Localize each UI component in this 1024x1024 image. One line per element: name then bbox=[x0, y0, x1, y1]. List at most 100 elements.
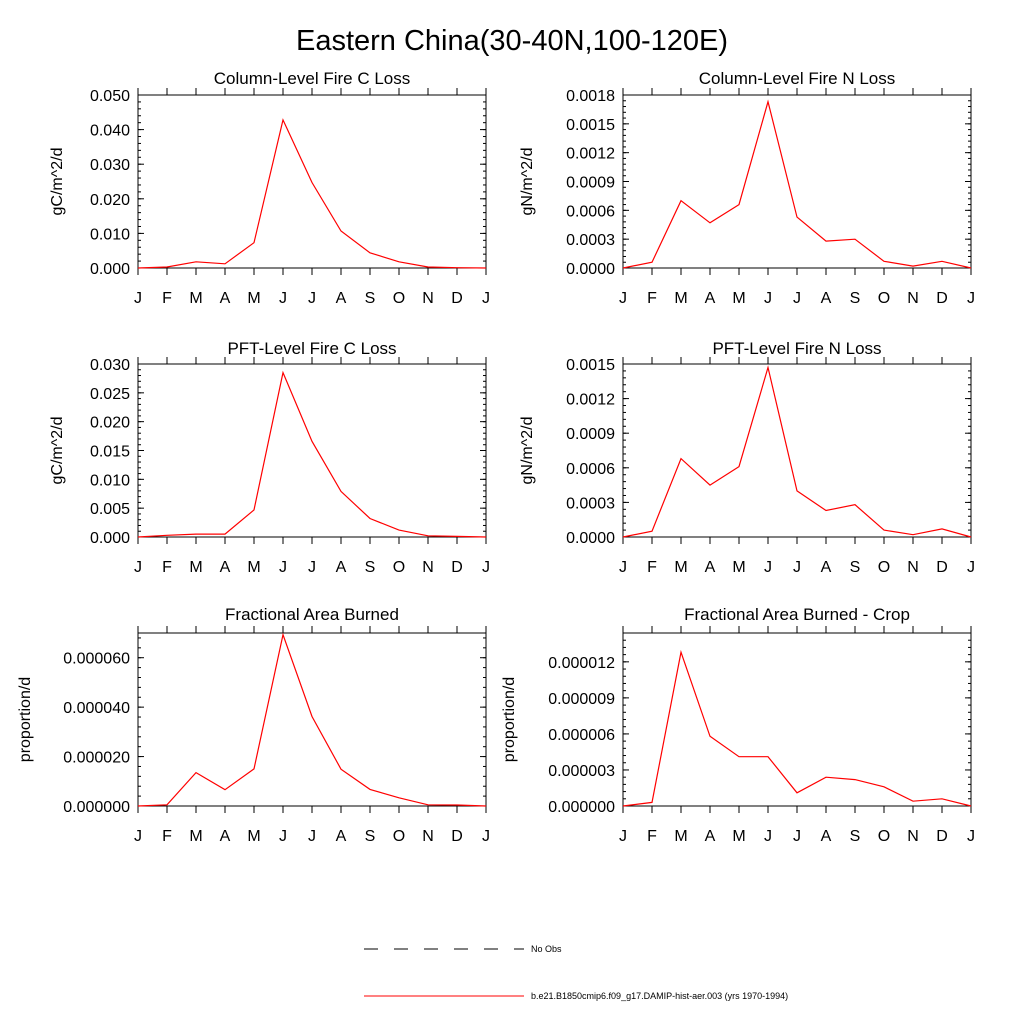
panel-title: Column-Level Fire N Loss bbox=[699, 69, 896, 88]
x-tick-label: M bbox=[732, 559, 745, 576]
y-tick-label: 0.000040 bbox=[63, 700, 130, 717]
x-tick-label: J bbox=[134, 559, 142, 576]
x-tick-label: A bbox=[705, 828, 716, 845]
x-tick-label: M bbox=[189, 828, 202, 845]
y-tick-label: 0.005 bbox=[90, 501, 130, 518]
x-tick-label: D bbox=[936, 559, 948, 576]
y-tick-label: 0.010 bbox=[90, 472, 130, 489]
x-tick-label: J bbox=[134, 828, 142, 845]
x-tick-label: D bbox=[936, 828, 948, 845]
x-tick-label: M bbox=[732, 828, 745, 845]
x-tick-label: S bbox=[365, 828, 376, 845]
y-axis-label: gN/m^2/d bbox=[519, 148, 536, 216]
x-tick-label: J bbox=[279, 290, 287, 307]
x-tick-label: S bbox=[850, 290, 861, 307]
y-tick-label: 0.0015 bbox=[566, 117, 615, 134]
legend-item-model: b.e21.B1850cmip6.f09_g17.DAMIP-hist-aer.… bbox=[364, 991, 788, 1001]
x-tick-label: J bbox=[793, 290, 801, 307]
plot-frame bbox=[137, 632, 487, 807]
x-tick-label: A bbox=[821, 559, 832, 576]
panel-title: Column-Level Fire C Loss bbox=[214, 69, 411, 88]
panel-title: PFT-Level Fire N Loss bbox=[712, 339, 881, 358]
y-tick-label: 0.050 bbox=[90, 88, 130, 105]
x-tick-label: J bbox=[279, 559, 287, 576]
x-tick-label: J bbox=[764, 559, 772, 576]
y-tick-label: 0.0015 bbox=[566, 357, 615, 374]
y-tick-label: 0.000003 bbox=[548, 763, 615, 780]
x-tick-label: J bbox=[619, 828, 627, 845]
y-axis-label: proportion/d bbox=[501, 677, 518, 762]
y-tick-label: 0.000012 bbox=[548, 655, 615, 672]
x-tick-label: J bbox=[279, 828, 287, 845]
x-tick-label: O bbox=[393, 559, 405, 576]
y-tick-label: 0.000 bbox=[90, 261, 130, 278]
y-tick-label: 0.040 bbox=[90, 123, 130, 140]
x-tick-label: F bbox=[647, 290, 657, 307]
x-tick-label: D bbox=[451, 290, 463, 307]
x-tick-label: J bbox=[308, 828, 316, 845]
x-tick-label: N bbox=[907, 828, 919, 845]
series-line bbox=[137, 370, 487, 538]
x-tick-label: F bbox=[162, 828, 172, 845]
plot-frame bbox=[137, 363, 487, 538]
x-tick-label: M bbox=[674, 559, 687, 576]
x-tick-label: O bbox=[393, 290, 405, 307]
y-tick-label: 0.015 bbox=[90, 444, 130, 461]
x-tick-label: A bbox=[821, 828, 832, 845]
x-tick-label: J bbox=[308, 290, 316, 307]
x-tick-label: F bbox=[162, 559, 172, 576]
legend: No Obs b.e21.B1850cmip6.f09_g17.DAMIP-hi… bbox=[364, 944, 788, 1001]
y-tick-label: 0.0003 bbox=[566, 232, 615, 249]
series-line bbox=[137, 632, 487, 807]
panel-title: PFT-Level Fire C Loss bbox=[227, 339, 396, 358]
x-tick-label: F bbox=[647, 828, 657, 845]
y-tick-label: 0.030 bbox=[90, 157, 130, 174]
y-axis-label: proportion/d bbox=[17, 677, 34, 762]
y-tick-label: 0.010 bbox=[90, 226, 130, 243]
y-tick-label: 0.000006 bbox=[548, 727, 615, 744]
chart-panel: PFT-Level Fire C Loss 0.000 0.005 0.010 0.01… bbox=[49, 339, 490, 576]
y-tick-label: 0.0009 bbox=[566, 175, 615, 192]
figure-title: Eastern China(30-40N,100-120E) bbox=[296, 25, 728, 57]
x-tick-label: J bbox=[308, 559, 316, 576]
legend-label: No Obs bbox=[531, 944, 562, 954]
x-tick-label: N bbox=[422, 559, 434, 576]
x-tick-label: M bbox=[247, 290, 260, 307]
y-tick-label: 0.000009 bbox=[548, 691, 615, 708]
panel-title: Fractional Area Burned - Crop bbox=[684, 605, 910, 624]
y-axis-label: gC/m^2/d bbox=[49, 148, 66, 216]
x-tick-label: A bbox=[336, 828, 347, 845]
y-tick-label: 0.0012 bbox=[566, 392, 615, 409]
x-tick-label: M bbox=[247, 559, 260, 576]
x-tick-label: J bbox=[134, 290, 142, 307]
x-tick-label: J bbox=[764, 828, 772, 845]
chart-panel: Column-Level Fire N Loss 0.0000 0.0003 0.00… bbox=[519, 69, 975, 307]
x-tick-label: N bbox=[907, 290, 919, 307]
x-tick-label: J bbox=[793, 559, 801, 576]
x-tick-label: D bbox=[451, 828, 463, 845]
x-tick-label: M bbox=[189, 559, 202, 576]
x-tick-label: J bbox=[793, 828, 801, 845]
y-tick-label: 0.0018 bbox=[566, 88, 615, 105]
x-tick-label: A bbox=[336, 559, 347, 576]
plot-frame bbox=[622, 94, 972, 269]
x-tick-label: N bbox=[907, 559, 919, 576]
y-tick-label: 0.0009 bbox=[566, 426, 615, 443]
series-line bbox=[622, 99, 972, 269]
y-tick-label: 0.000 bbox=[90, 530, 130, 547]
x-tick-label: J bbox=[764, 290, 772, 307]
y-tick-label: 0.0006 bbox=[566, 461, 615, 478]
x-tick-label: O bbox=[878, 559, 890, 576]
series-line bbox=[137, 118, 487, 269]
x-tick-label: S bbox=[850, 828, 861, 845]
x-tick-label: O bbox=[393, 828, 405, 845]
x-tick-label: S bbox=[850, 559, 861, 576]
y-tick-label: 0.0006 bbox=[566, 203, 615, 220]
x-tick-label: A bbox=[336, 290, 347, 307]
chart-panel: Fractional Area Burned - Crop 0.000000 0.0… bbox=[501, 605, 975, 845]
x-tick-label: F bbox=[647, 559, 657, 576]
y-tick-label: 0.0000 bbox=[566, 530, 615, 547]
x-tick-label: A bbox=[220, 828, 231, 845]
y-axis-label: gN/m^2/d bbox=[519, 417, 536, 485]
